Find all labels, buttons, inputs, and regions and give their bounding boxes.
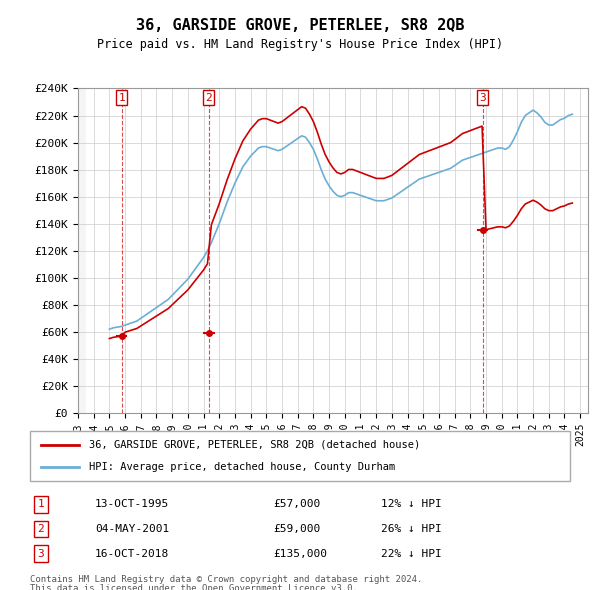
Text: HPI: Average price, detached house, County Durham: HPI: Average price, detached house, Coun… (89, 462, 395, 472)
FancyBboxPatch shape (30, 431, 570, 481)
Text: £59,000: £59,000 (273, 524, 320, 534)
Text: 26% ↓ HPI: 26% ↓ HPI (381, 524, 442, 534)
Text: 04-MAY-2001: 04-MAY-2001 (95, 524, 169, 534)
Text: 36, GARSIDE GROVE, PETERLEE, SR8 2QB (detached house): 36, GARSIDE GROVE, PETERLEE, SR8 2QB (de… (89, 440, 421, 450)
Text: 2: 2 (205, 93, 212, 103)
Text: 12% ↓ HPI: 12% ↓ HPI (381, 499, 442, 509)
Text: Price paid vs. HM Land Registry's House Price Index (HPI): Price paid vs. HM Land Registry's House … (97, 38, 503, 51)
Text: 13-OCT-1995: 13-OCT-1995 (95, 499, 169, 509)
Text: 36, GARSIDE GROVE, PETERLEE, SR8 2QB: 36, GARSIDE GROVE, PETERLEE, SR8 2QB (136, 18, 464, 32)
Text: 22% ↓ HPI: 22% ↓ HPI (381, 549, 442, 559)
Text: £57,000: £57,000 (273, 499, 320, 509)
Text: 3: 3 (37, 549, 44, 559)
Text: Contains HM Land Registry data © Crown copyright and database right 2024.: Contains HM Land Registry data © Crown c… (30, 575, 422, 584)
Text: This data is licensed under the Open Government Licence v3.0.: This data is licensed under the Open Gov… (30, 584, 358, 590)
Text: 1: 1 (37, 499, 44, 509)
Text: 16-OCT-2018: 16-OCT-2018 (95, 549, 169, 559)
Text: 2: 2 (37, 524, 44, 534)
Text: £135,000: £135,000 (273, 549, 327, 559)
Text: 3: 3 (479, 93, 486, 103)
Text: 1: 1 (118, 93, 125, 103)
